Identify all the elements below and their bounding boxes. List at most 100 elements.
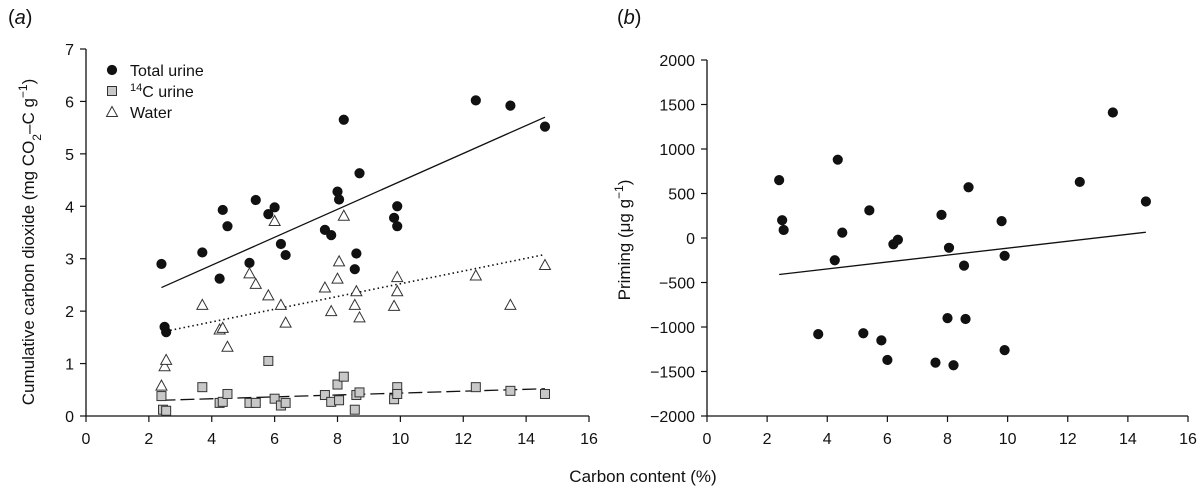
series-0-point — [197, 247, 208, 258]
legend-marker-0 — [106, 64, 118, 76]
x-tick-label: 12 — [1059, 431, 1077, 448]
series-0-point — [280, 249, 291, 261]
series-1-point — [319, 390, 330, 401]
series-2-point — [268, 214, 281, 226]
x-tick-label: 0 — [703, 431, 712, 448]
series-2-point — [274, 298, 288, 310]
series-0-point — [813, 329, 824, 340]
series-1-point — [161, 405, 172, 416]
series-0-point — [1107, 107, 1118, 118]
series-0-point — [936, 209, 947, 220]
series-2-point — [155, 379, 168, 391]
series-2-point — [353, 310, 366, 323]
series-1-point — [338, 371, 349, 382]
series-0-point — [354, 168, 365, 179]
series-0-point — [777, 215, 788, 226]
series-0-point — [326, 230, 337, 241]
series-2-point — [337, 209, 351, 221]
panel-b-trendlines — [779, 231, 1146, 276]
series-2-point — [504, 298, 517, 310]
panel-b-points — [774, 107, 1152, 371]
svg-text:Cumulative carbon dioxide (mg: Cumulative carbon dioxide (mg CO2–C g−1) — [16, 79, 44, 406]
series-0-point — [217, 204, 228, 216]
series-0-point — [1140, 196, 1152, 207]
panel-a-label: (a) — [8, 7, 32, 29]
series-0-point — [539, 121, 551, 132]
series-0-point — [960, 313, 971, 325]
series-2-point — [538, 258, 552, 271]
y-tick-label: 1 — [65, 357, 74, 374]
series-0-point — [892, 234, 903, 245]
shared-x-axis-label: Carbon content (%) — [569, 467, 716, 486]
y-tick-label: 0 — [686, 231, 695, 248]
panel-a-points — [155, 95, 552, 416]
trendline-0 — [161, 116, 546, 289]
y-tick-label: 4 — [65, 199, 74, 216]
series-2-point — [331, 272, 344, 284]
series-0-point — [333, 194, 345, 205]
series-0-point — [963, 182, 974, 193]
panel-b-label: (b) — [617, 7, 641, 29]
series-1-point — [269, 393, 280, 404]
series-0-point — [999, 345, 1010, 356]
series-2-point — [261, 288, 275, 301]
series-2-point — [318, 281, 332, 293]
y-tick-label: −2000 — [650, 409, 695, 426]
series-2-point — [324, 304, 338, 317]
legend-label-2: Water — [130, 105, 173, 122]
series-2-point — [332, 254, 346, 267]
series-1-point — [470, 382, 481, 393]
series-1-point — [197, 382, 208, 393]
series-0-point — [876, 335, 887, 346]
series-1-point — [354, 387, 365, 398]
panel-b-y-axis-label: Priming (μg g−1) — [612, 180, 634, 301]
x-tick-label: 14 — [517, 431, 535, 448]
series-0-point — [349, 264, 360, 275]
legend-marker-2 — [105, 105, 119, 117]
series-0-point — [269, 202, 280, 213]
panel-a-legend: Total urine 14C urine Water — [105, 63, 204, 122]
series-2-point — [390, 270, 404, 283]
series-2-point — [243, 266, 256, 279]
y-tick-label: 3 — [65, 252, 74, 269]
series-1-point — [156, 391, 167, 402]
series-0-point — [214, 273, 225, 284]
x-tick-label: 10 — [999, 431, 1017, 448]
x-tick-label: 6 — [270, 431, 279, 448]
series-1-point — [280, 397, 291, 408]
series-1-point — [349, 404, 360, 415]
series-1-point — [250, 397, 261, 408]
series-1-point — [539, 388, 550, 399]
series-0-point — [392, 201, 403, 212]
x-tick-label: 16 — [580, 431, 598, 448]
series-2-point — [279, 316, 292, 328]
series-0-point — [244, 257, 255, 269]
x-tick-label: 12 — [454, 431, 472, 448]
panel-a-trendlines — [161, 116, 546, 401]
x-tick-label: 16 — [1179, 431, 1197, 448]
series-0-point — [388, 212, 400, 223]
series-2-point — [348, 298, 362, 310]
legend-label-1: 14C urine — [130, 82, 194, 101]
series-2-point — [350, 284, 363, 297]
y-tick-label: 7 — [65, 42, 74, 59]
trendline-0 — [779, 231, 1146, 276]
x-tick-label: 4 — [207, 431, 216, 448]
series-0-point — [832, 154, 843, 165]
series-2-point — [249, 277, 263, 289]
series-2-point — [158, 359, 171, 372]
series-0-point — [774, 175, 785, 186]
series-0-point — [351, 248, 362, 259]
series-2-point — [221, 340, 234, 352]
y-tick-label: 1000 — [659, 142, 695, 159]
series-1-point — [334, 395, 345, 406]
panel-a-y-axis-label: Cumulative carbon dioxide (mg CO2–C g−1) — [16, 79, 44, 406]
series-1-point — [332, 379, 343, 390]
series-0-point — [829, 255, 840, 266]
x-tick-label: 2 — [144, 431, 153, 448]
series-0-point — [943, 242, 955, 253]
y-tick-label: −500 — [659, 276, 695, 293]
svg-text:Priming (μg g−1): Priming (μg g−1) — [612, 180, 634, 301]
